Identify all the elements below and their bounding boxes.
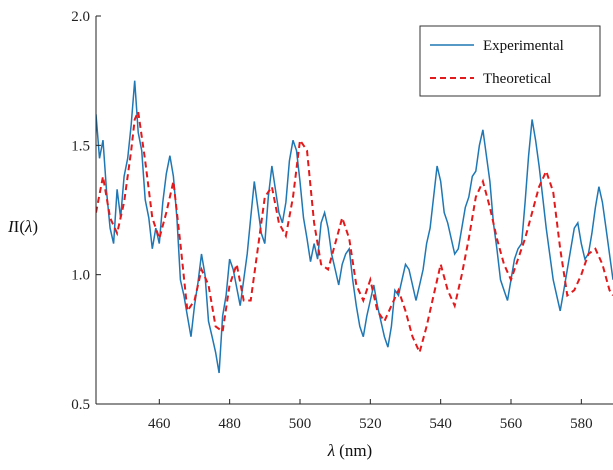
plot-area: [96, 80, 613, 374]
x-tick-label: 580: [570, 416, 593, 432]
x-tick-label: 520: [359, 416, 382, 432]
legend-label-theoretical: Theoretical: [483, 71, 551, 87]
x-tick-label: 560: [500, 416, 523, 432]
series-line-experimental: [96, 80, 613, 374]
x-tick-label: 480: [218, 416, 241, 432]
series-line-theoretical: [96, 108, 613, 356]
legend-label-experimental: Experimental: [483, 38, 564, 54]
y-axis-title: II(λ): [7, 217, 38, 236]
y-tick-label: 0.5: [71, 397, 90, 413]
x-tick-label: 540: [429, 416, 452, 432]
y-tick-label: 1.5: [71, 138, 90, 154]
x-axis-title: λ (nm): [327, 441, 372, 460]
legend: Experimental Theoretical: [419, 25, 601, 97]
x-tick-label: 500: [289, 416, 312, 432]
axes: 460 480 500 520 540 560 580 0.5 1.0 1.5 2.0: [71, 9, 613, 432]
y-tick-label: 2.0: [71, 9, 90, 25]
y-tick-label: 1.0: [71, 268, 90, 284]
legend-box: [419, 25, 601, 97]
x-tick-label: 460: [148, 416, 171, 432]
